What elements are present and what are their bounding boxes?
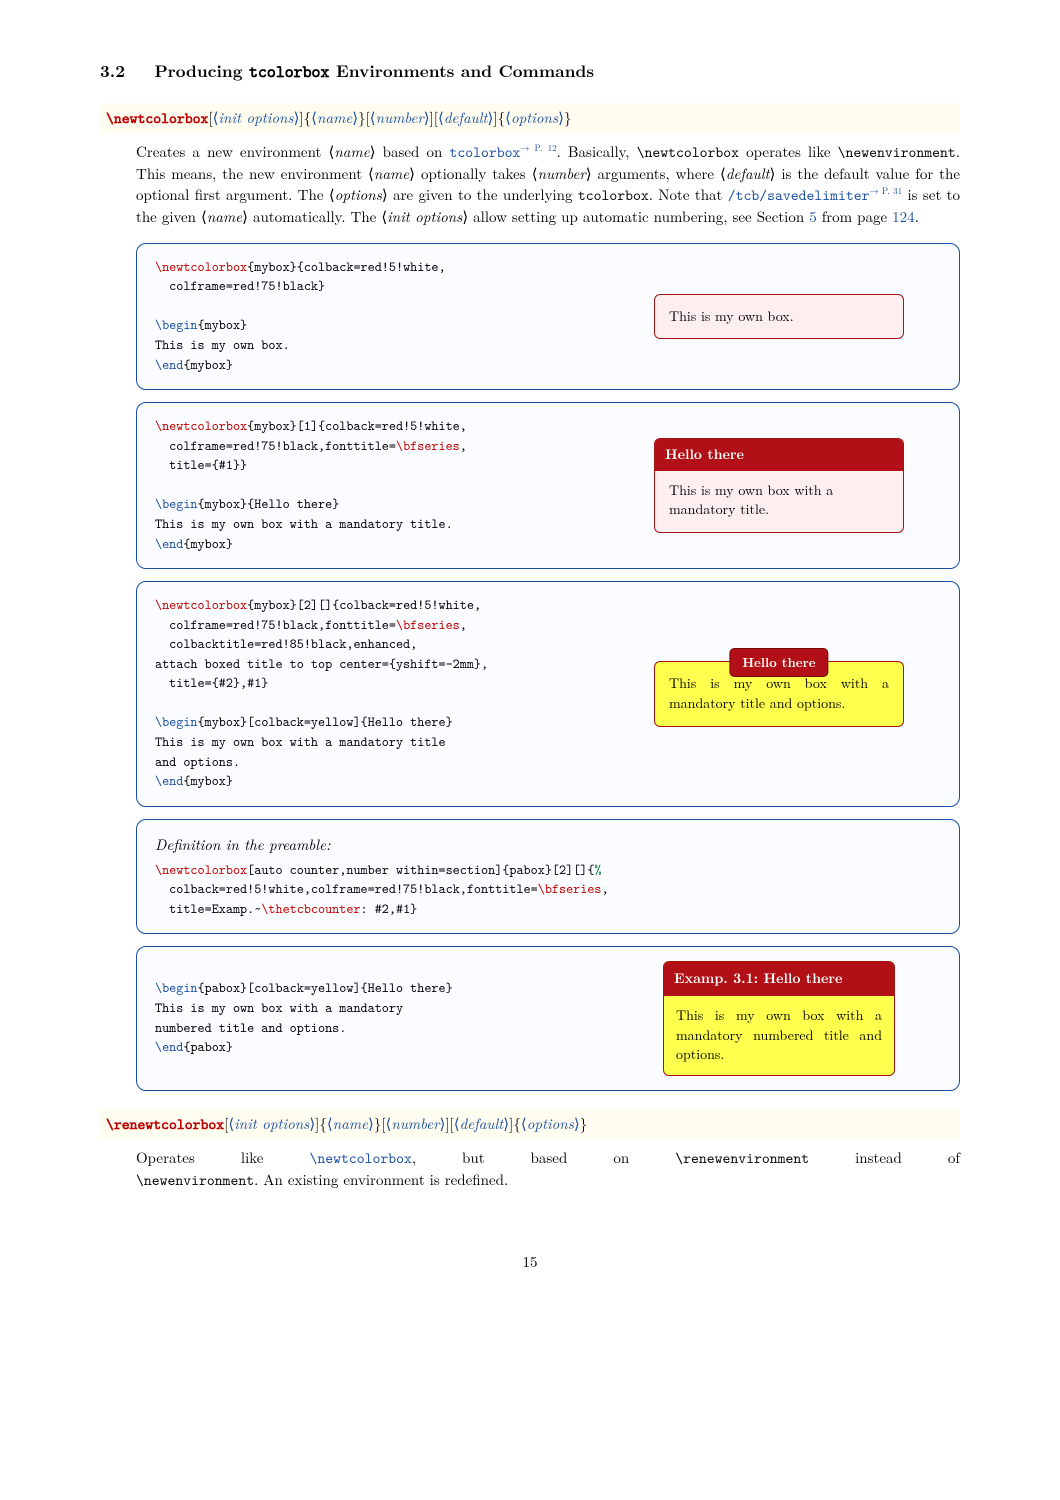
example-1-code: \newtcolorbox{mybox}{colback=red!5!white…: [155, 258, 587, 375]
example-2-output: Hello there This is my own box with a ma…: [654, 438, 904, 533]
example-1: \newtcolorbox{mybox}{colback=red!5!white…: [136, 243, 960, 390]
command-signature-newtcolorbox: \newtcolorbox[⟨init options⟩]{⟨name⟩}[⟨n…: [100, 103, 960, 133]
section-number: 3.2: [100, 59, 125, 83]
example-2-code: \newtcolorbox{mybox}[1]{colback=red!5!wh…: [155, 417, 587, 554]
preamble-label: Definition in the preamble:: [155, 834, 941, 855]
example-5-output: Examp. 3.1: Hello there This is my own b…: [663, 961, 895, 1075]
example-3-output: Hello there This is my own box with a ma…: [654, 661, 904, 726]
example-5-title: Examp. 3.1: Hello there: [664, 962, 894, 996]
example-5: \begin{pabox}[colback=yellow]{Hello ther…: [136, 946, 960, 1090]
example-4-code: \newtcolorbox[auto counter,number within…: [155, 861, 941, 920]
link-page[interactable]: 124: [892, 206, 915, 227]
example-5-code: \begin{pabox}[colback=yellow]{Hello ther…: [155, 979, 587, 1057]
link-section[interactable]: 5: [809, 206, 817, 227]
description-paragraph: Creates a new environment ⟨name⟩ based o…: [136, 141, 960, 227]
link-tcolorbox[interactable]: tcolorbox: [450, 142, 521, 162]
link-newtcolorbox[interactable]: \newtcolorbox: [309, 1148, 411, 1168]
example-3: \newtcolorbox{mybox}[2][]{colback=red!5!…: [136, 581, 960, 807]
example-3-code: \newtcolorbox{mybox}[2][]{colback=red!5!…: [155, 596, 587, 792]
example-1-output: This is my own box.: [654, 294, 904, 340]
page-number: 15: [100, 1251, 960, 1272]
example-2-title: Hello there: [655, 439, 903, 471]
command-signature-renewtcolorbox: \renewtcolorbox[⟨init options⟩]{⟨name⟩}[…: [100, 1109, 960, 1139]
link-savedelimiter[interactable]: /tcb/savedelimiter: [728, 185, 870, 205]
description-paragraph-2: Operates like \newtcolorbox, but based o…: [136, 1147, 960, 1169]
section-heading: 3.2 Producing tcolorbox Environments and…: [100, 60, 960, 85]
example-4-preamble: Definition in the preamble: \newtcolorbo…: [136, 819, 960, 935]
example-3-title: Hello there: [729, 648, 828, 676]
example-2: \newtcolorbox{mybox}[1]{colback=red!5!wh…: [136, 402, 960, 569]
